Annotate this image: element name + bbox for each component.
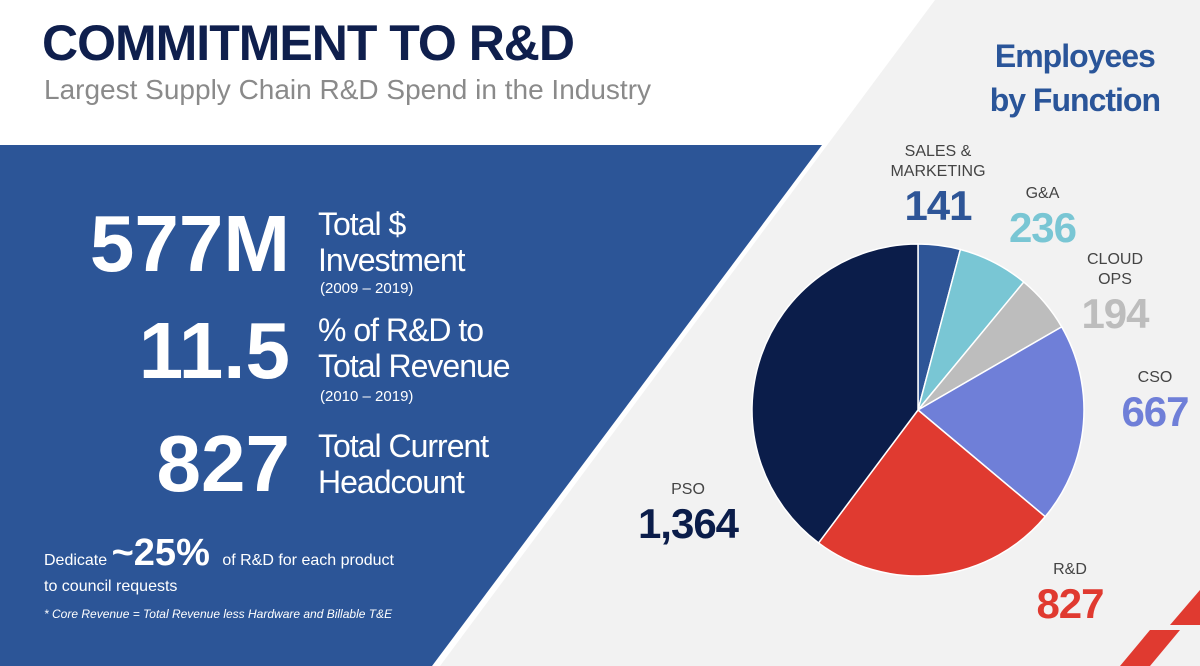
stat-value-rd-percent: 11.5 [138, 306, 290, 395]
slice-label-sales: SALES & MARKETING 141 [890, 143, 986, 229]
page-title: COMMITMENT TO R&D [42, 15, 575, 71]
page-subtitle: Largest Supply Chain R&D Spend in the In… [44, 74, 652, 105]
stat-label-rd-percent: % of R&D to Total Revenue [318, 312, 511, 384]
dedicate-text: Dedicate ~25% of R&D for each product [44, 532, 394, 574]
stat-label-investment: Total $ Investment [318, 206, 466, 278]
pie-slice-4 [817, 408, 1047, 577]
slice-label-pso: PSO 1,364 [637, 481, 739, 547]
slice-label-ga: G&A 236 [1008, 185, 1077, 251]
pie-chart [751, 243, 1085, 577]
stat-label-headcount: Total Current Headcount [318, 428, 489, 500]
footnote: * Core Revenue = Total Revenue less Hard… [44, 607, 393, 621]
chart-title: Employees by Function [989, 38, 1161, 118]
stat-note-investment: (2009 – 2019) [320, 280, 414, 297]
pie-slice-5 [751, 243, 919, 544]
pie-slice-3 [916, 325, 1085, 518]
red-accent [1170, 590, 1200, 625]
dedicate-line2: to council requests [44, 578, 178, 595]
stat-value-investment: 577M [89, 199, 290, 288]
stat-value-headcount: 827 [156, 419, 290, 508]
slice-label-cloud-ops: CLOUD OPS 194 [1081, 251, 1149, 337]
slice-label-rd: R&D 827 [1036, 561, 1104, 627]
stat-note-rd-percent: (2010 – 2019) [320, 388, 414, 405]
slice-label-cso: CSO 667 [1121, 369, 1189, 435]
red-accent [1120, 630, 1180, 666]
blue-panel [0, 145, 822, 666]
